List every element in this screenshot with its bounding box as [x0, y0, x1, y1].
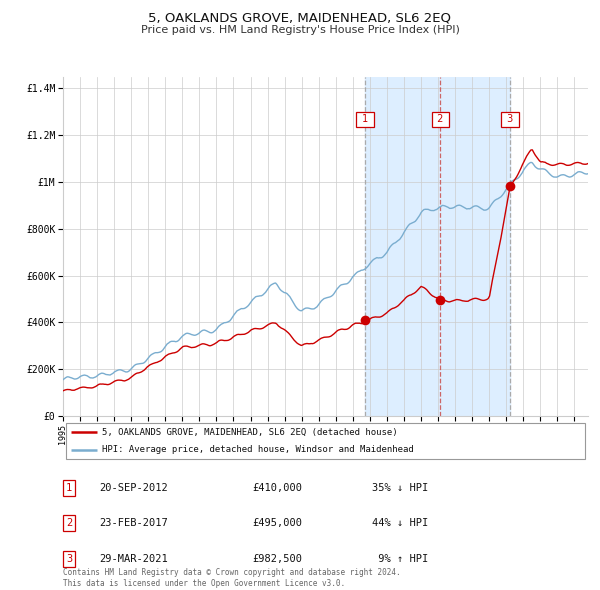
Text: 1: 1 [359, 114, 371, 124]
Text: 23-FEB-2017: 23-FEB-2017 [99, 519, 168, 528]
Text: 20-SEP-2012: 20-SEP-2012 [99, 483, 168, 493]
Text: 2: 2 [66, 519, 72, 528]
Text: Contains HM Land Registry data © Crown copyright and database right 2024.
This d: Contains HM Land Registry data © Crown c… [63, 568, 401, 588]
Text: Price paid vs. HM Land Registry's House Price Index (HPI): Price paid vs. HM Land Registry's House … [140, 25, 460, 35]
Text: 44% ↓ HPI: 44% ↓ HPI [372, 519, 428, 528]
Text: 3: 3 [66, 554, 72, 563]
Bar [365, 77, 510, 416]
Text: 3: 3 [504, 114, 516, 124]
Text: £495,000: £495,000 [252, 519, 302, 528]
Text: £410,000: £410,000 [252, 483, 302, 493]
Text: 9% ↑ HPI: 9% ↑ HPI [372, 554, 428, 563]
Text: £982,500: £982,500 [252, 554, 302, 563]
FancyBboxPatch shape [65, 424, 586, 458]
Text: 1: 1 [66, 483, 72, 493]
Text: HPI: Average price, detached house, Windsor and Maidenhead: HPI: Average price, detached house, Wind… [103, 445, 414, 454]
Text: 2: 2 [434, 114, 446, 124]
Text: 5, OAKLANDS GROVE, MAIDENHEAD, SL6 2EQ: 5, OAKLANDS GROVE, MAIDENHEAD, SL6 2EQ [149, 12, 452, 25]
Text: 35% ↓ HPI: 35% ↓ HPI [372, 483, 428, 493]
Text: 29-MAR-2021: 29-MAR-2021 [99, 554, 168, 563]
Text: 5, OAKLANDS GROVE, MAIDENHEAD, SL6 2EQ (detached house): 5, OAKLANDS GROVE, MAIDENHEAD, SL6 2EQ (… [103, 428, 398, 437]
